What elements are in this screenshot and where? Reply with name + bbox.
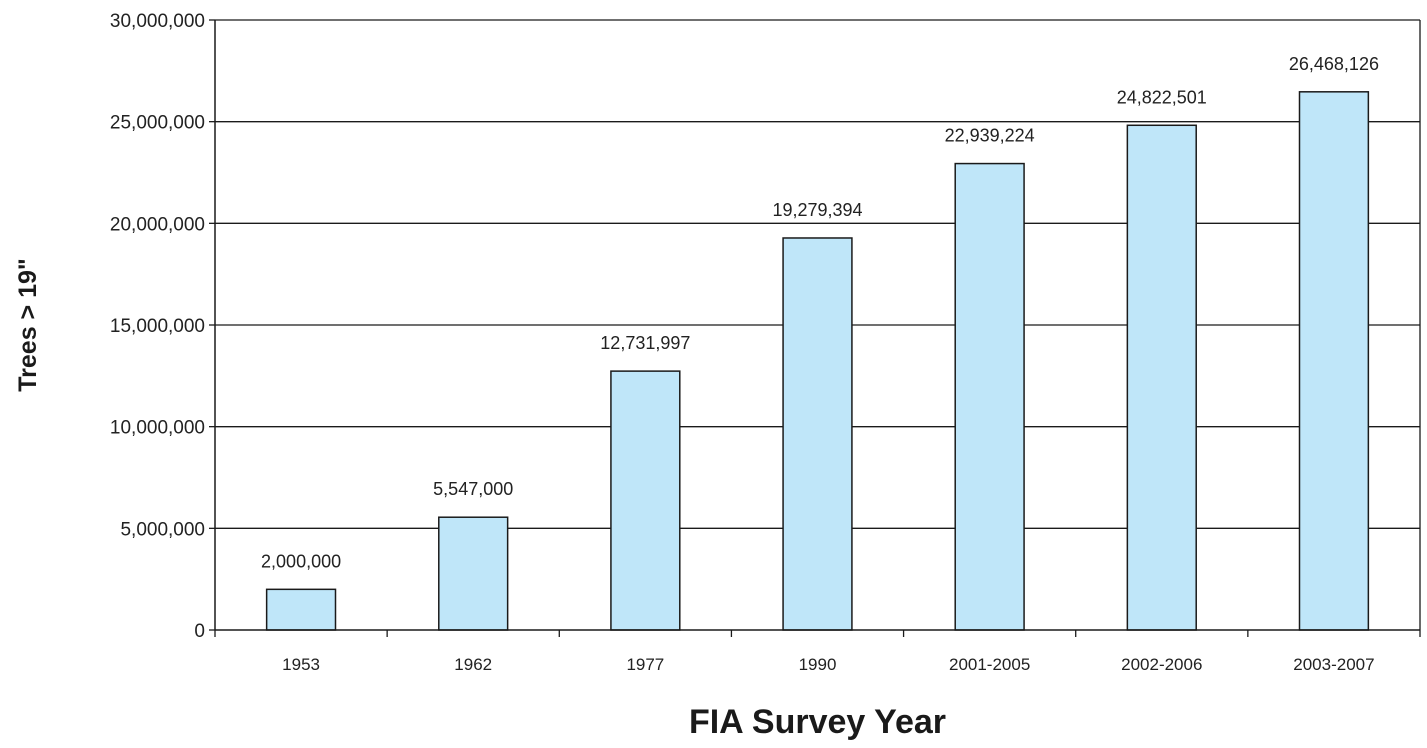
bar	[782, 237, 853, 631]
x-tick-label: 1953	[282, 655, 320, 674]
data-label: 19,279,394	[772, 200, 862, 220]
x-tick-label: 1977	[626, 655, 664, 674]
bar	[954, 162, 1025, 631]
y-tick-label: 5,000,000	[120, 519, 205, 540]
data-label: 22,939,224	[945, 126, 1035, 146]
bar	[610, 370, 681, 631]
x-tick-label: 1962	[454, 655, 492, 674]
axes	[209, 19, 1421, 637]
x-tick-label: 1990	[799, 655, 837, 674]
bar	[1126, 124, 1197, 631]
y-tick-label: 25,000,000	[110, 113, 205, 134]
data-label: 12,731,997	[600, 333, 690, 353]
bar	[1298, 91, 1370, 631]
bar	[265, 588, 337, 631]
data-label: 2,000,000	[261, 551, 341, 571]
x-axis-title: FIA Survey Year	[689, 703, 946, 741]
x-tick-labels: 1953 1962 1977 1990 2001-2005 2002-2006 2003-2…	[282, 655, 1374, 674]
y-tick-label: 10,000,000	[110, 418, 205, 439]
data-label: 26,468,126	[1289, 54, 1379, 74]
y-tick-label: 30,000,000	[110, 11, 205, 32]
x-tick-label: 2002-2006	[1121, 655, 1202, 674]
y-tick-label: 0	[194, 621, 205, 642]
bars	[265, 91, 1370, 631]
y-tick-label: 20,000,000	[110, 214, 205, 235]
bar	[438, 516, 509, 631]
y-axis-title: Trees > 19"	[14, 258, 42, 391]
y-tick-label: 15,000,000	[110, 316, 205, 337]
x-tick-label: 2001-2005	[949, 655, 1030, 674]
data-label: 24,822,501	[1117, 87, 1207, 107]
data-labels: 2,000,000 5,547,000 12,731,997 19,279,394 22…	[261, 54, 1379, 572]
y-tick-labels: 0 5,000,000 10,000,000 15,000,000 20,000,000…	[110, 11, 205, 642]
data-label: 5,547,000	[433, 479, 513, 499]
x-tick-label: 2003-2007	[1293, 655, 1374, 674]
